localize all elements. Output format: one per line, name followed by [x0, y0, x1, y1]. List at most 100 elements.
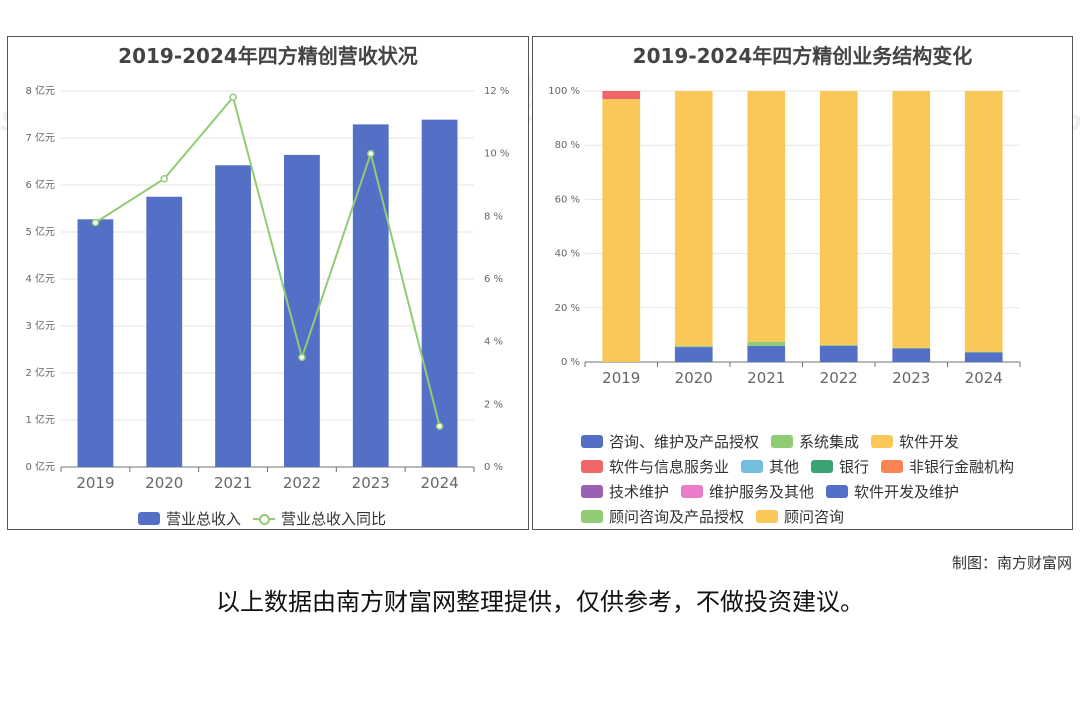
point-revenue-yoy — [160, 174, 168, 183]
structure-chart-svg: 0 % 20 % 40 % 60 % 80 % 100 % 2019 2020 2021 2022… — [548, 86, 1021, 387]
legend-swatch — [681, 485, 704, 498]
y-tick-left: 5 亿元 — [25, 225, 55, 238]
y-tick: 40 % — [555, 249, 580, 260]
legend-item-series-4[interactable]: 其他 — [741, 456, 799, 477]
revenue-legend: 营业总收入 营业总收入同比 — [138, 508, 398, 529]
legend-swatch — [581, 485, 603, 498]
y-tick-right: 2 % — [484, 399, 503, 410]
bar-segment — [819, 91, 858, 345]
x-tick-label: 2020 — [145, 474, 183, 492]
legend-item-series-3[interactable]: 软件与信息服务业 — [581, 456, 729, 477]
y-tick-left: 0 亿元 — [25, 460, 55, 473]
x-tick-label: 2023 — [892, 369, 930, 387]
legend-item-series-2[interactable]: 软件开发 — [871, 431, 959, 452]
y-tick-right: 10 % — [484, 149, 509, 160]
y-tick-left: 3 亿元 — [25, 319, 55, 332]
structure-chart-title: 2019-2024年四方精创业务结构变化 — [632, 44, 973, 68]
bar-segment — [964, 351, 1003, 353]
x-tick-label: 2024 — [420, 474, 458, 492]
legend-item-series-9[interactable]: 软件开发及维护 — [826, 481, 959, 502]
legend-label: 技术维护 — [609, 483, 670, 501]
x-tick-label: 2021 — [214, 474, 252, 492]
legend-item-series-5[interactable]: 银行 — [811, 456, 869, 477]
legend-item-series-0[interactable]: 咨询、维护及产品授权 — [581, 431, 759, 452]
bar-segment — [747, 91, 786, 342]
bar-segment — [747, 345, 786, 362]
y-tick-left: 8 亿元 — [25, 84, 55, 97]
bar-segment — [602, 99, 641, 362]
point-revenue-yoy — [229, 93, 237, 102]
bar-revenue — [352, 124, 389, 468]
y-tick: 80 % — [555, 140, 580, 151]
bar-revenue — [215, 165, 251, 467]
bar-segment — [674, 345, 713, 348]
legend-item-series-10[interactable]: 顾问咨询及产品授权 — [581, 506, 744, 527]
bar-segment — [674, 347, 713, 362]
y-tick: 100 % — [548, 86, 580, 97]
x-tick-label: 2021 — [747, 369, 785, 387]
structure-chart-panel: 2019-2024年四方精创业务结构变化 0 % 20 % 40 % 60 % 80 %… — [532, 36, 1073, 530]
y-tick: 60 % — [555, 194, 580, 205]
legend-swatch — [771, 435, 794, 448]
legend-label: 维护服务及其他 — [709, 483, 815, 501]
point-revenue-yoy — [91, 218, 100, 227]
legend-item-series-8[interactable]: 维护服务及其他 — [681, 481, 814, 502]
y-tick-left: 4 亿元 — [25, 272, 55, 285]
legend-label: 其他 — [769, 458, 800, 476]
x-tick-label: 2022 — [820, 369, 858, 387]
legend-item-series-1[interactable]: 系统集成 — [771, 431, 859, 452]
x-tick-label: 2024 — [965, 369, 1003, 387]
x-tick-label: 2019 — [76, 474, 114, 492]
legend-swatch — [756, 510, 779, 523]
legend-label: 系统集成 — [799, 433, 860, 451]
bar-revenue — [146, 196, 183, 467]
structure-legend-row-4: 顾问咨询及产品授权 顾问咨询 — [581, 506, 856, 527]
legend-swatch — [881, 460, 904, 473]
legend-item-series-7[interactable]: 技术维护 — [581, 481, 669, 502]
legend-swatch — [811, 460, 834, 473]
legend-label: 非银行金融机构 — [909, 458, 1015, 476]
legend-swatch-revenue — [138, 512, 160, 525]
legend-swatch — [871, 435, 894, 448]
legend-label: 银行 — [839, 458, 870, 476]
revenue-chart-title: 2019-2024年四方精创营收状况 — [118, 44, 418, 68]
x-tick-label: 2019 — [602, 369, 640, 387]
disclaimer-text: 以上数据由南方财富网整理提供，仅供参考，不做投资建议。 — [216, 588, 864, 616]
structure-legend-row-1: 咨询、维护及产品授权 系统集成 软件开发 — [581, 431, 971, 452]
legend-swatch — [581, 435, 603, 448]
bar-segment — [819, 344, 858, 346]
legend-item-revenue-yoy[interactable]: 营业总收入同比 — [253, 508, 386, 529]
legend-label-revenue: 营业总收入 — [166, 510, 242, 528]
legend-swatch-revenue-yoy — [253, 512, 276, 526]
legend-label: 咨询、维护及产品授权 — [609, 433, 760, 451]
y-tick-right: 0 % — [484, 462, 503, 473]
y-tick-right: 8 % — [484, 211, 503, 222]
point-revenue-yoy — [298, 353, 306, 362]
legend-label: 顾问咨询及产品授权 — [609, 508, 745, 526]
legend-item-series-6[interactable]: 非银行金融机构 — [881, 456, 1014, 477]
legend-label: 软件开发及维护 — [854, 483, 960, 501]
legend-label-revenue-yoy: 营业总收入同比 — [281, 510, 387, 528]
structure-legend-row-2: 软件与信息服务业 其他 银行 非银行金融机构 — [581, 456, 1026, 477]
point-revenue-yoy — [435, 422, 444, 431]
point-revenue-yoy — [367, 149, 375, 158]
bar-segment — [892, 347, 931, 349]
x-tick-label: 2022 — [283, 474, 321, 492]
legend-label: 软件开发 — [899, 433, 960, 451]
bar-revenue — [421, 119, 458, 468]
revenue-chart-svg: 0 亿元 1 亿元 2 亿元 3 亿元 4 亿元 5 亿元 6 亿元 7 亿元 8 亿元 0 % 2… — [25, 84, 509, 492]
legend-item-series-11[interactable]: 顾问咨询 — [756, 506, 844, 527]
y-tick-right: 12 % — [484, 86, 509, 97]
y-tick-left: 7 亿元 — [25, 131, 55, 144]
bar-segment — [892, 348, 931, 362]
structure-legend-row-3: 技术维护 维护服务及其他 软件开发及维护 — [581, 481, 971, 502]
credit-text: 制图：南方财富网 — [951, 554, 1072, 572]
bar-segment — [964, 91, 1003, 352]
y-tick-left: 6 亿元 — [25, 178, 55, 191]
y-tick: 20 % — [555, 303, 580, 314]
legend-swatch — [581, 510, 603, 523]
legend-item-revenue[interactable]: 营业总收入 — [138, 508, 241, 529]
y-tick-right: 4 % — [484, 337, 503, 348]
legend-label: 软件与信息服务业 — [609, 458, 730, 476]
legend-swatch — [826, 485, 849, 498]
